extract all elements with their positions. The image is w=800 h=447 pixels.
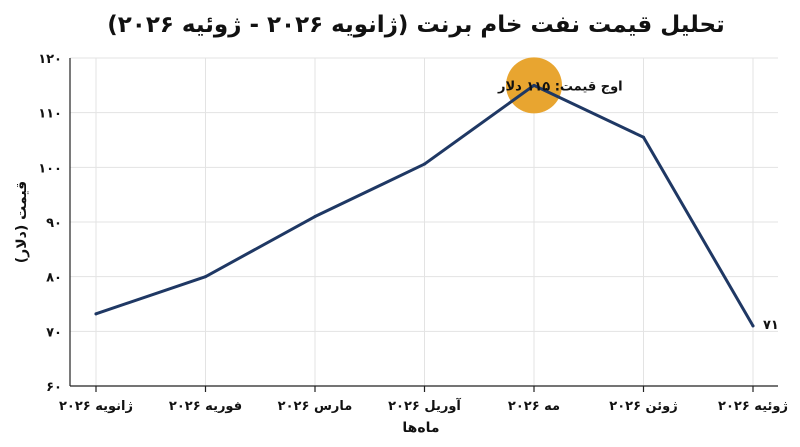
- y-tick-label: ۸۰: [46, 271, 62, 286]
- x-axis-title: ماه‌ها: [402, 420, 439, 436]
- x-tick-label: ژانویه ۲۰۲۶: [59, 399, 133, 414]
- data-point: [423, 162, 426, 166]
- y-axis-title: قیمت (دلار): [14, 181, 30, 263]
- data-point: [642, 135, 645, 139]
- x-tick-label: ژوئن ۲۰۲۶: [609, 399, 677, 414]
- data-point: [204, 275, 207, 279]
- data-point: [313, 215, 317, 219]
- y-tick-label: ۱۱۰: [38, 107, 62, 122]
- x-tick-label: آوریل ۲۰۲۶: [388, 397, 461, 414]
- data-point: [94, 312, 98, 316]
- chart-title: تحلیل قیمت نفت خام برنت (ژانویه ۲۰۲۶ - ژ…: [107, 12, 725, 38]
- x-tick-label: مارس ۲۰۲۶: [278, 399, 353, 414]
- y-tick-label: ۷۰: [46, 325, 62, 340]
- y-tick-label: ۹۰: [46, 216, 62, 231]
- x-tick-label: ژوئیه ۲۰۲۶: [718, 399, 788, 414]
- data-point: [751, 324, 755, 328]
- y-tick-label: ۱۰۰: [38, 161, 62, 176]
- plot-area: ۶۰ ۷۰ ۸۰ ۹۰ ۱۰۰ ۱۱۰ ۱۲۰ ژانویه ۲۰۲۶ فوریه ۲۰۲۶ ما…: [38, 52, 788, 414]
- y-tick-label: ۱۲۰: [38, 52, 62, 67]
- peak-annotation: اوج قیمت: ۱۱۵ دلار: [497, 79, 623, 94]
- y-tick-label: ۶۰: [46, 380, 62, 395]
- data-point: [532, 83, 536, 87]
- x-tick-label: فوریه ۲۰۲۶: [169, 399, 242, 414]
- end-value-annotation: ۷۱: [763, 318, 779, 333]
- x-tick-label: مه ۲۰۲۶: [508, 399, 560, 414]
